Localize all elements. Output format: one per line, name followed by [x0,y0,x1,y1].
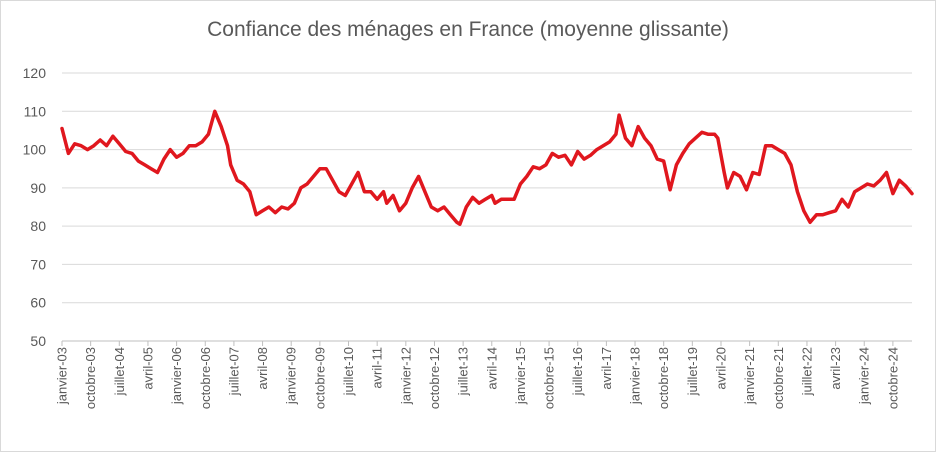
x-tick-label: avril-11 [370,347,385,389]
y-tick-label: 70 [30,256,46,272]
y-tick-label: 110 [24,103,47,119]
x-tick-label: juillet-19 [685,347,700,396]
gridlines [62,72,912,342]
y-tick-label: 120 [23,65,47,81]
x-tick-label: janvier-03 [55,347,70,405]
x-tick-label: janvier-18 [628,347,643,405]
y-tick-label: 50 [30,333,46,349]
series-layer [60,109,914,226]
x-tick-label: janvier-12 [398,347,413,405]
x-tick-label: avril-08 [255,347,270,390]
y-tick-label: 60 [30,295,46,311]
x-tick-label: octobre-09 [312,347,327,409]
x-tick-label: octobre-06 [198,347,213,409]
x-tick-label: avril-17 [599,347,614,390]
x-tick-label: octobre-21 [771,347,786,409]
y-tick-label: 100 [23,142,47,158]
x-tick-label: avril-05 [140,347,155,390]
x-tick-label: avril-23 [828,347,843,390]
x-tick-label: octobre-12 [427,347,442,409]
x-tick-label: juillet-13 [456,347,471,396]
x-tick-label: octobre-03 [83,347,98,409]
x-tick-label: juillet-22 [799,347,814,396]
y-axis-ticks: 50 60 70 80 90 100 110 120 [23,65,47,349]
x-tick-label: octobre-24 [885,347,900,409]
x-tick-label: avril-20 [713,347,728,390]
chart-title: Confiance des ménages en France (moyenne… [207,18,729,41]
x-tick-label: janvier-24 [857,347,872,405]
x-tick-label: avril-14 [484,347,499,390]
x-tick-label: juillet-04 [112,347,127,396]
x-tick-label: octobre-18 [656,347,671,409]
y-tick-label: 90 [30,180,46,196]
x-tick-label: janvier-21 [742,347,757,405]
y-tick-label: 80 [30,218,46,234]
x-tick-label: juillet-07 [226,347,241,396]
x-tick-label: juillet-10 [341,347,356,396]
x-tick-label: janvier-15 [513,347,528,405]
series-line [60,109,914,226]
x-tick-label: janvier-09 [284,347,299,405]
x-tick-label: juillet-16 [570,347,585,396]
x-tick-label: janvier-06 [169,347,184,405]
x-tick-label: octobre-15 [542,347,557,409]
x-axis: janvier-03 octobre-03 juillet-04 avril-05 ja… [55,341,900,409]
